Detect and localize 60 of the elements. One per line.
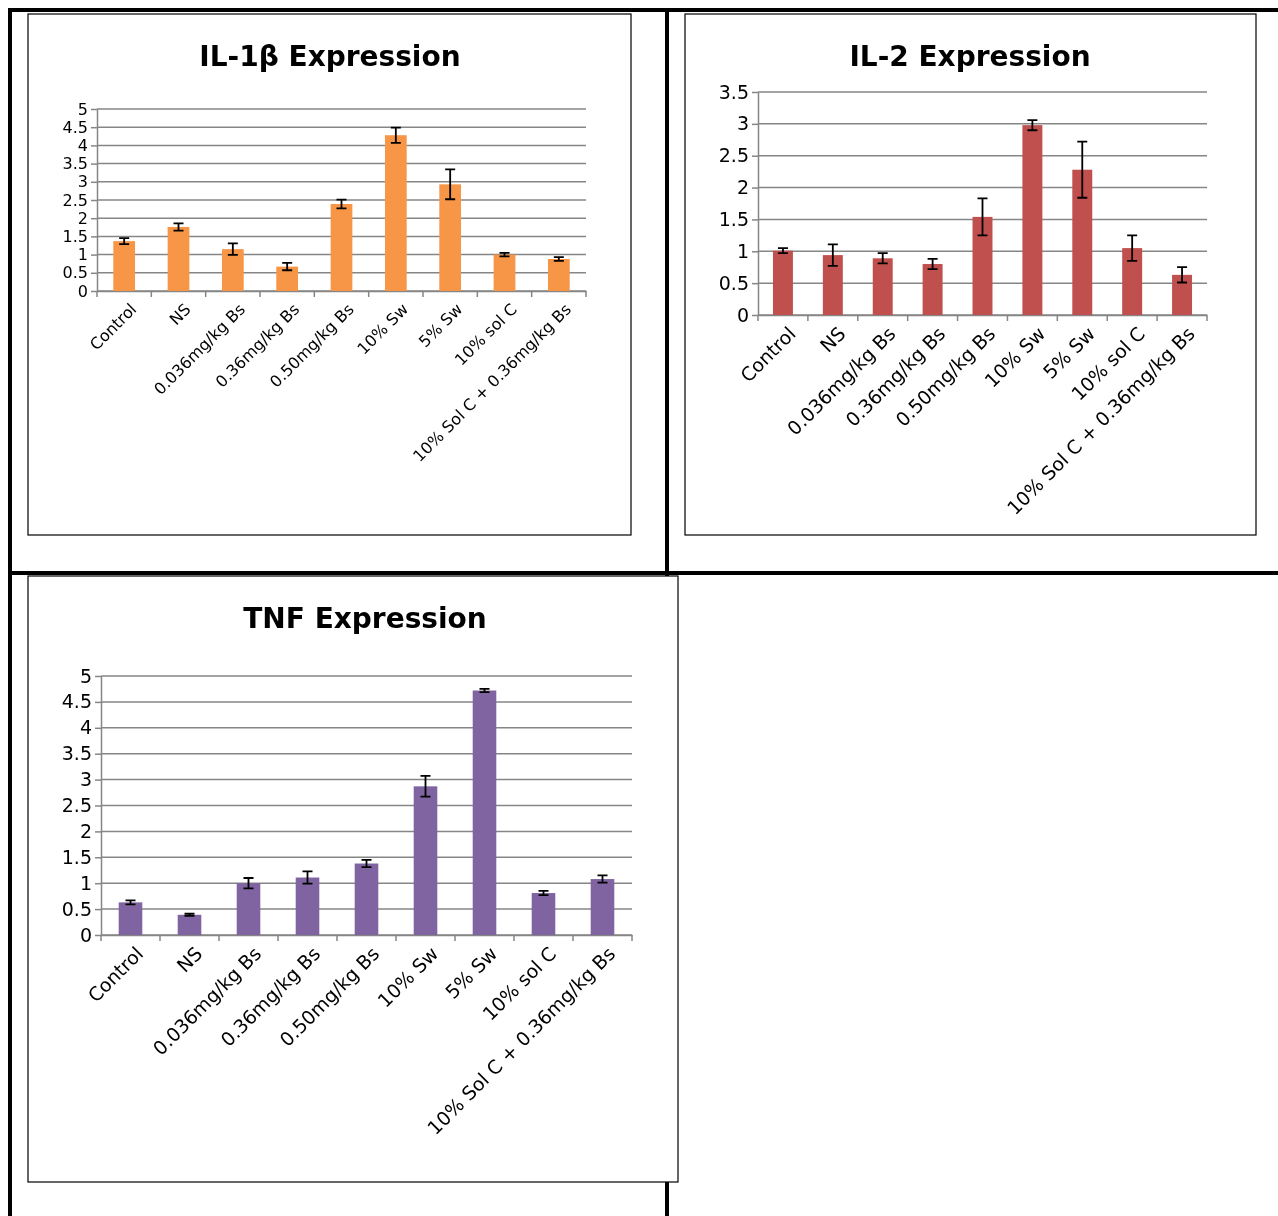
bar (590, 879, 615, 935)
y-tick-label: 1.5 (61, 845, 92, 868)
bar (922, 264, 943, 315)
bar (118, 902, 143, 935)
y-tick-label: 2.5 (62, 190, 88, 210)
y-tick-label: 4 (77, 136, 88, 156)
y-tick-label: 1 (79, 871, 92, 894)
bar (1122, 248, 1143, 315)
bar (493, 254, 516, 291)
bar (276, 266, 299, 291)
bar (531, 893, 556, 935)
bar (177, 914, 202, 935)
chart-title: IL-2 Expression (849, 40, 1091, 73)
bar (113, 241, 136, 291)
y-tick-label: 0.5 (62, 263, 88, 283)
bar (1022, 125, 1043, 315)
y-tick-label: 5 (77, 99, 88, 119)
bar (354, 863, 379, 935)
y-tick-label: 0.5 (61, 897, 92, 920)
bar (822, 255, 843, 315)
bar (1172, 274, 1193, 315)
y-tick-label: 2.5 (61, 794, 92, 817)
y-tick-label: 1 (736, 239, 749, 262)
y-tick-label: 3.5 (718, 80, 749, 103)
chart-title: IL-1β Expression (199, 40, 461, 73)
y-tick-label: 2.5 (718, 144, 749, 167)
y-tick-label: 0 (77, 281, 88, 301)
y-tick-label: 1 (77, 245, 88, 265)
bar (384, 135, 407, 291)
bar (439, 184, 462, 291)
bar (167, 226, 190, 291)
y-tick-label: 3 (79, 768, 92, 791)
y-tick-label: 5 (79, 664, 92, 687)
bar (1072, 169, 1093, 315)
bar (872, 258, 893, 315)
bar (330, 204, 353, 291)
y-tick-label: 1.5 (62, 227, 88, 247)
y-tick-label: 3.5 (61, 742, 92, 765)
bar (413, 786, 438, 935)
bar (972, 216, 993, 315)
y-tick-label: 0.5 (718, 271, 749, 294)
chart-title: TNF Expression (243, 602, 487, 635)
bar (547, 258, 570, 291)
bar (236, 883, 261, 935)
y-tick-label: 4.5 (61, 690, 92, 713)
bar (221, 249, 244, 291)
y-tick-label: 3 (77, 172, 88, 192)
y-tick-label: 2 (77, 208, 88, 228)
y-tick-label: 0 (79, 923, 92, 946)
y-tick-label: 3.5 (62, 154, 88, 174)
bar (772, 250, 793, 315)
y-tick-label: 0 (736, 303, 749, 326)
y-tick-label: 4.5 (62, 117, 88, 137)
y-tick-label: 2 (79, 819, 92, 842)
y-tick-label: 3 (736, 112, 749, 135)
y-tick-label: 2 (736, 176, 749, 199)
y-tick-label: 4 (79, 716, 92, 739)
bar (295, 877, 320, 935)
y-tick-label: 1.5 (718, 208, 749, 231)
bar (472, 690, 497, 935)
